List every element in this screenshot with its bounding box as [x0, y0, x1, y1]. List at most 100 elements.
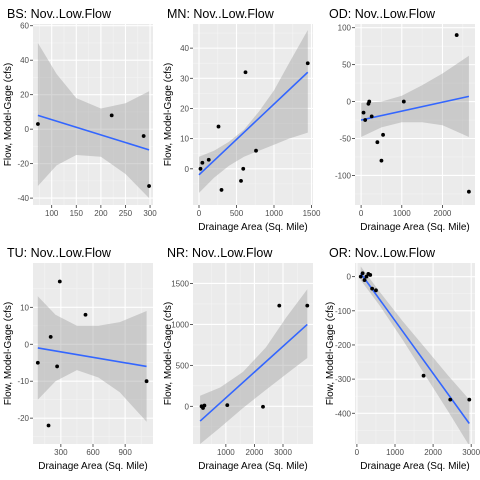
x-tick-label: 1000 [386, 448, 404, 457]
panel-background [33, 24, 153, 205]
y-tick-label: 0 [347, 273, 352, 282]
x-tick-label: 1000 [393, 209, 411, 218]
panel-title: MN: Nov..Low.Flow [167, 7, 275, 21]
panel-title: TU: Nov..Low.Flow [7, 246, 112, 260]
regression-line [37, 114, 150, 151]
confidence-band [199, 30, 308, 193]
data-point [198, 166, 203, 171]
x-axis-label: Drainage Area (Sq. Mile) [38, 461, 148, 472]
data-point [109, 113, 114, 118]
x-tick-label: 0 [355, 448, 360, 457]
y-tick-label: 60 [20, 22, 29, 31]
x-tick-label: 300 [54, 448, 68, 457]
y-tick-label: 500 [176, 361, 190, 370]
data-point [225, 403, 230, 407]
regression-line [360, 95, 470, 121]
y-tick-label: -50 [339, 135, 351, 144]
y-tick-label: 0 [185, 402, 190, 411]
facet-panel-3: 0 1000 2000 -100 -50 0 50 100 OD: Nov..Low.Flow D… [329, 7, 475, 233]
y-tick-label: 30 [180, 74, 189, 83]
data-point [360, 271, 365, 276]
panel-title: NR: Nov..Low.Flow [167, 246, 273, 260]
x-tick-label: 2000 [434, 209, 452, 218]
y-tick-label: -20 [17, 414, 29, 423]
x-tick-label: 150 [70, 209, 84, 218]
data-point [369, 114, 374, 119]
data-point [239, 178, 243, 183]
confidence-band [37, 296, 147, 422]
data-point [467, 397, 472, 402]
x-tick-label: 900 [118, 448, 132, 457]
x-axis-label: Drainage Area (Sq. Mile) [198, 222, 308, 233]
data-point [454, 33, 459, 37]
y-axis-label: Flow, Model-Gage (cfs) [163, 63, 174, 166]
y-tick-label: 10 [180, 135, 189, 144]
data-point [363, 118, 368, 122]
data-point [83, 312, 88, 317]
x-tick-label: 600 [86, 448, 100, 457]
x-tick-label: 200 [94, 209, 108, 218]
x-tick-label: 500 [230, 209, 244, 218]
data-point [381, 132, 385, 137]
data-point [362, 278, 367, 282]
data-point [401, 99, 406, 104]
data-point [48, 334, 53, 339]
x-tick-label: 1500 [303, 209, 321, 218]
grid-lines [355, 24, 475, 205]
data-point [364, 274, 369, 279]
y-tick-label: 20 [180, 104, 189, 113]
y-tick-label: -200 [335, 341, 352, 350]
facet-panel-4: 300 600 900 -20 -10 0 10 TU: Nov..Low.Flow Drain… [3, 246, 153, 472]
y-tick-label: 20 [20, 91, 29, 100]
y-tick-label: 100 [338, 24, 352, 33]
x-tick-label: 300 [143, 209, 157, 218]
x-tick-label: 0 [197, 209, 202, 218]
x-tick-label: 2000 [424, 448, 442, 457]
data-point [46, 423, 51, 428]
data-point [241, 166, 246, 171]
y-tick-label: 40 [180, 44, 189, 53]
y-tick-label: 0 [347, 98, 352, 107]
regression-line [199, 323, 308, 422]
data-point [261, 404, 265, 409]
data-point [358, 274, 363, 279]
y-tick-label: 50 [342, 61, 351, 70]
panel-title: OR: Nov..Low.Flow [329, 246, 436, 260]
y-tick-label: -400 [335, 409, 352, 418]
y-axis-label: Flow, Model-Gage (cfs) [163, 302, 174, 405]
panel-title: BS: Nov..Low.Flow [7, 7, 112, 21]
regression-line [37, 347, 147, 368]
data-point [370, 286, 375, 291]
y-tick-label: 0 [25, 340, 30, 349]
y-tick-label: -40 [17, 194, 29, 203]
data-point [448, 397, 453, 402]
x-axis-label: Drainage Area (Sq. Mile) [198, 461, 308, 472]
grid-lines [193, 263, 313, 444]
data-point [361, 110, 366, 115]
x-tick-label: 3000 [462, 448, 480, 457]
y-tick-label: 10 [20, 303, 29, 312]
x-tick-label: 1000 [217, 448, 235, 457]
grid-lines [193, 24, 313, 205]
grid-lines [33, 263, 153, 444]
data-point [55, 364, 60, 369]
data-point [202, 403, 207, 408]
y-tick-label: 0 [25, 125, 30, 134]
data-point [305, 61, 310, 66]
data-point [144, 379, 149, 384]
y-tick-label: -10 [17, 377, 29, 386]
data-point [57, 279, 62, 284]
confidence-band [361, 55, 469, 137]
y-tick-label: 0 [185, 165, 190, 174]
x-tick-label: 3000 [274, 448, 292, 457]
data-point [243, 70, 248, 75]
x-tick-label: 1000 [265, 209, 283, 218]
y-axis-label: Flow, Model-Gage (cfs) [3, 302, 14, 405]
y-tick-label: -100 [335, 307, 352, 316]
data-point [277, 303, 282, 308]
facet-panel-6: 0 1000 2000 3000 -400 -300 -200 -100 0 OR: Nov..L… [325, 246, 480, 472]
x-tick-label: 0 [359, 209, 364, 218]
y-tick-label: -300 [335, 375, 352, 384]
facet-panel-5: 1000 2000 3000 0 500 1000 1500 NR: Nov..Low.Flo… [163, 246, 313, 472]
